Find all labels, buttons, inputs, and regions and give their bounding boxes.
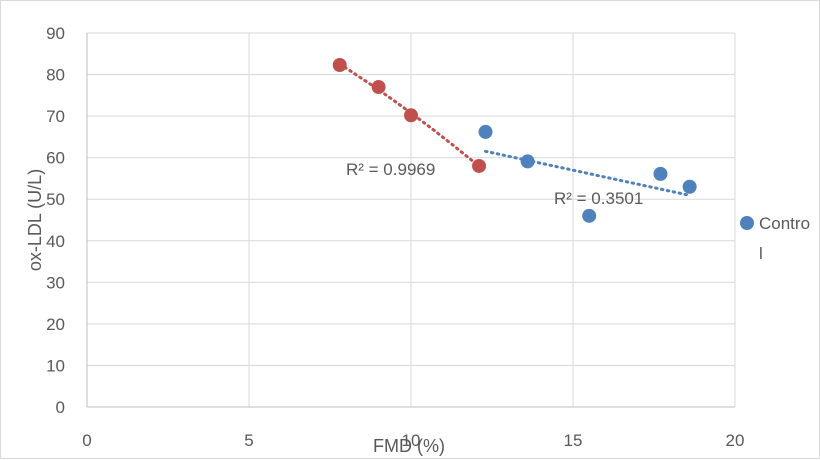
axes [86, 33, 735, 408]
trendline-blue-series [484, 149, 692, 197]
legend-label-control-line-1: Contro [759, 214, 810, 233]
r2-label-blue-series: R² = 0.3501 [554, 189, 643, 208]
red-data-point-4 [472, 158, 487, 173]
y-tick-label-70: 70 [46, 107, 65, 126]
r2-label-red-series: R² = 0.9969 [346, 160, 435, 179]
red-data-point-3 [404, 108, 418, 123]
data-points [332, 57, 697, 223]
blue-data-point-1 [478, 124, 493, 139]
x-tick-label-20: 20 [726, 431, 745, 450]
x-tick-label-5: 5 [244, 431, 253, 450]
y-tick-label-50: 50 [46, 190, 65, 209]
blue-data-point-3 [582, 208, 597, 223]
y-axis-title: ox-LDL (U/L) [25, 169, 45, 271]
x-tick-label-10: 10 [402, 431, 421, 450]
y-tick-label-0: 0 [56, 398, 65, 417]
y-tick-label-90: 90 [46, 24, 65, 43]
x-tick-label-15: 15 [564, 431, 583, 450]
blue-data-point-2 [520, 154, 535, 169]
x-axis-title: FMD (%) [373, 436, 445, 456]
legend: Contro l [740, 214, 810, 263]
y-tick-label-60: 60 [46, 149, 65, 168]
y-tick-label-40: 40 [46, 232, 65, 251]
tick-labels: 0 10 20 30 40 50 60 70 80 90 0 5 10 15 20 [46, 24, 744, 450]
legend-label-control-line-2: l [759, 244, 763, 263]
grid-lines [87, 32, 736, 407]
y-tick-label-10: 10 [46, 356, 65, 375]
red-data-point-1 [332, 57, 347, 72]
y-tick-label-20: 20 [46, 315, 65, 334]
red-data-point-2 [371, 80, 386, 95]
x-tick-label-0: 0 [82, 431, 91, 450]
y-tick-label-80: 80 [46, 66, 65, 85]
blue-data-point-4 [653, 166, 668, 181]
blue-data-point-5 [682, 179, 697, 194]
legend-marker-control [740, 216, 754, 230]
y-tick-label-30: 30 [46, 273, 65, 292]
